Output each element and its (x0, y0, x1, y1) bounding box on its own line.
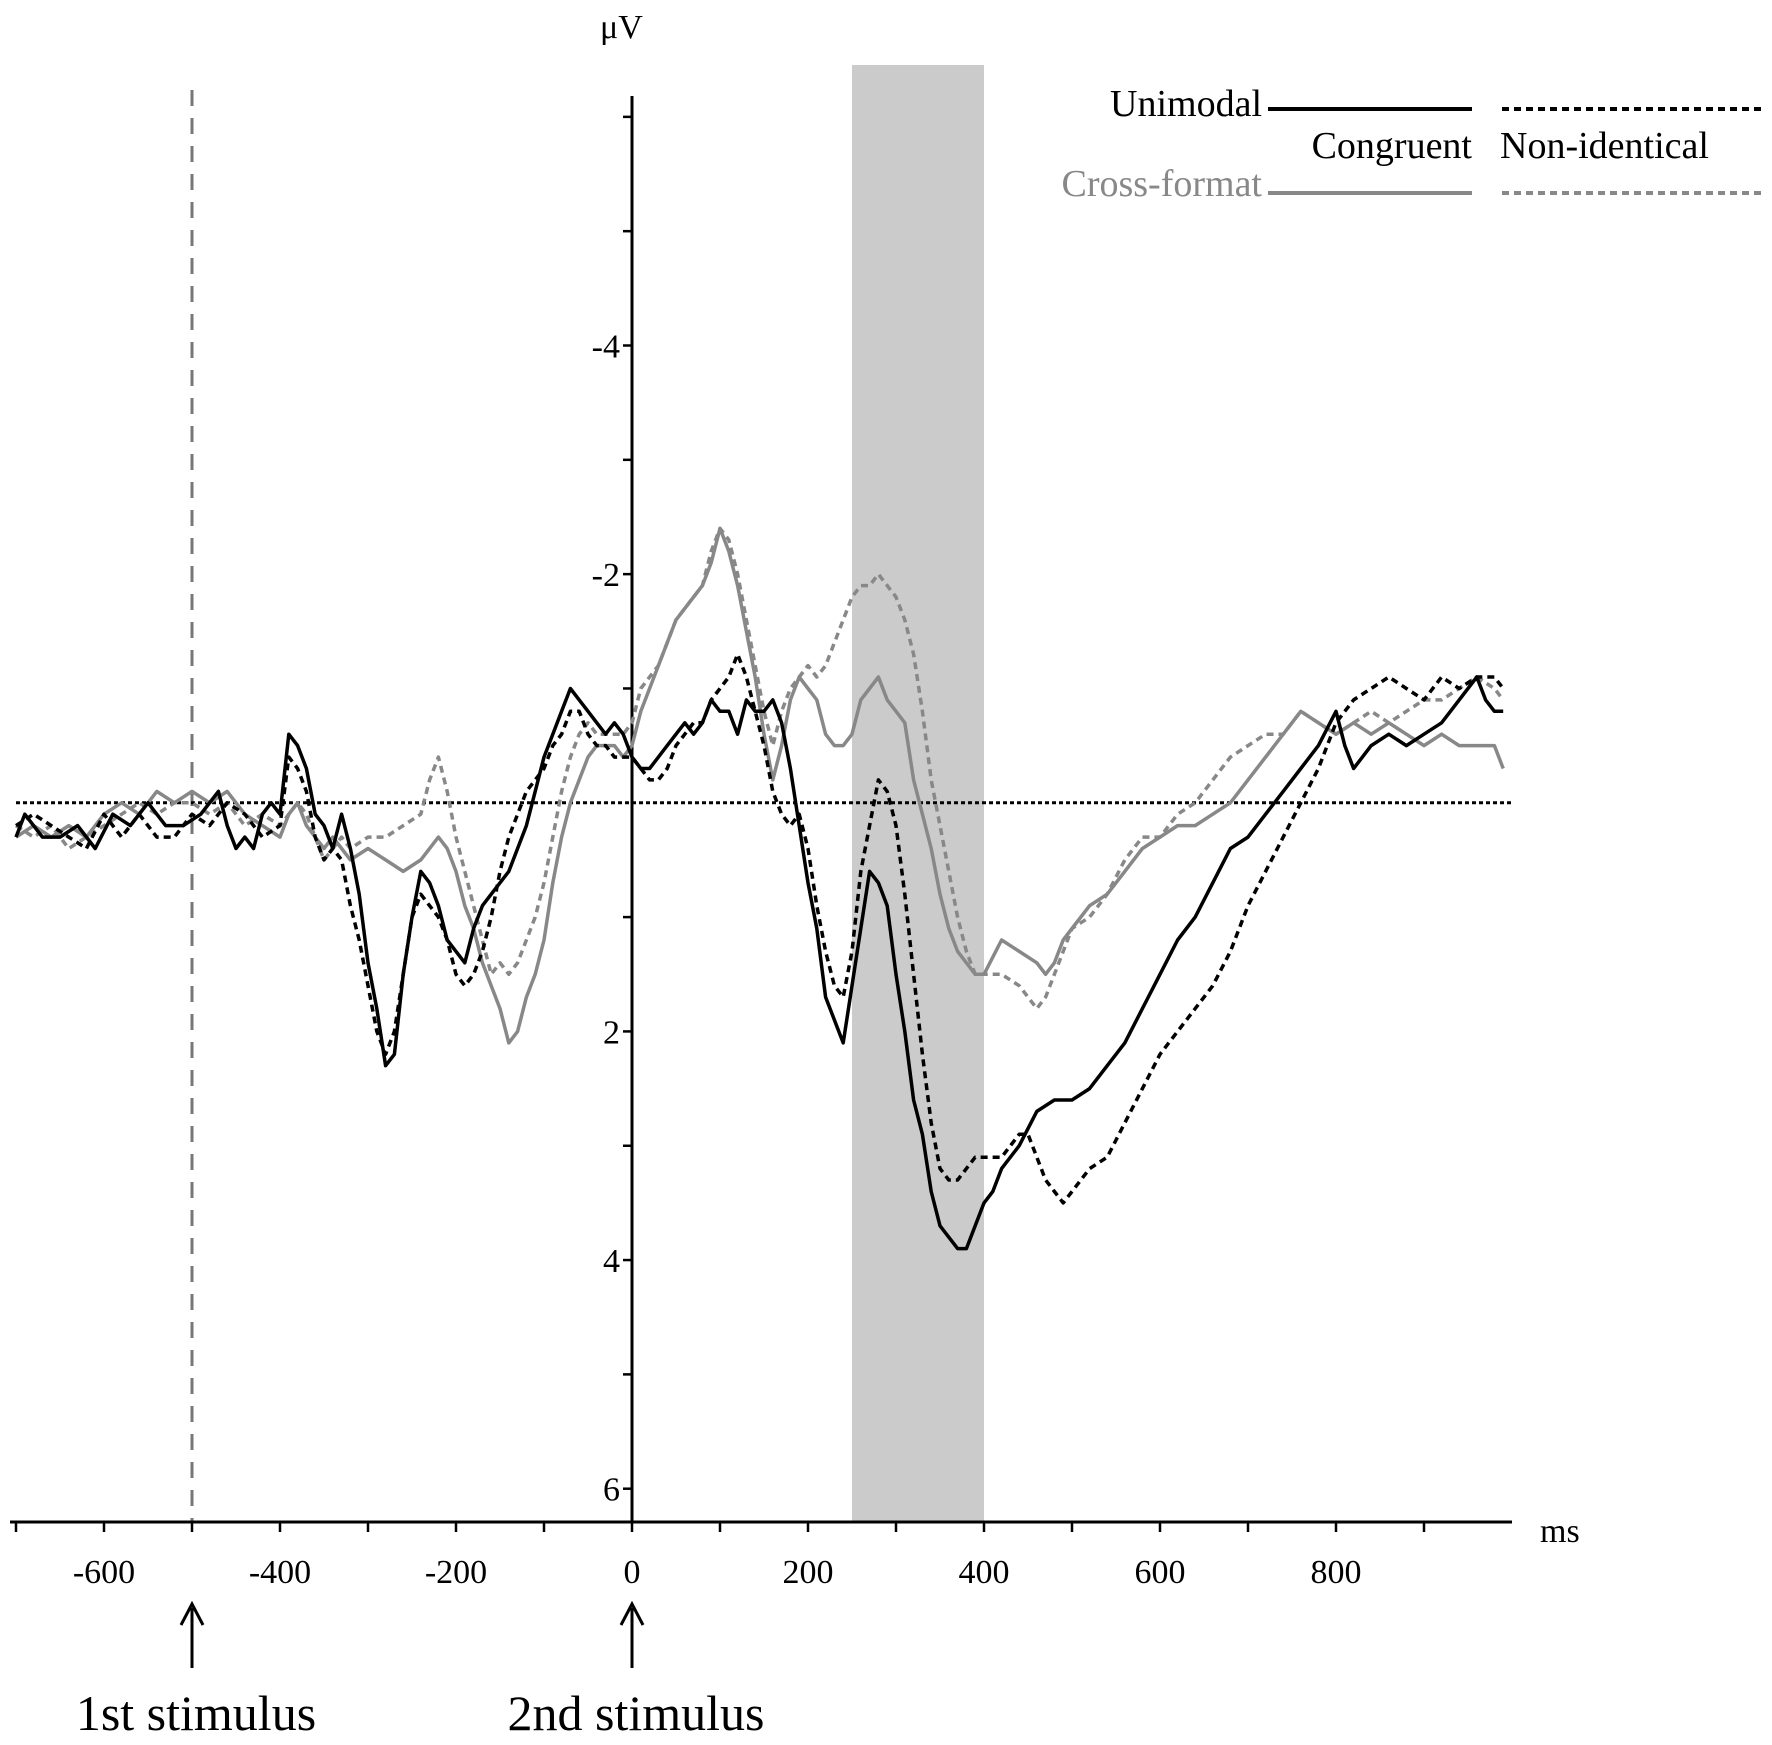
x-tick-label: 400 (959, 1554, 1010, 1591)
first-stimulus-annotation: 1st stimulus (76, 1600, 316, 1741)
x-tick-label: -400 (249, 1554, 311, 1591)
stimulus-annotations: 1st stimulus 2nd stimulus (76, 1600, 765, 1741)
second-stimulus-annotation: 2nd stimulus (508, 1600, 765, 1741)
legend-column-non-identical: Non-identical (1500, 125, 1709, 167)
x-axis-unit: ms (1540, 1513, 1580, 1550)
y-tick-label: 4 (603, 1243, 620, 1280)
x-tick-label: -200 (425, 1554, 487, 1591)
axes: -600 -400 -200 0 200 400 600 800 -4 -2 2 4 6 ms μV (10, 9, 1580, 1591)
series-line-cross-format-non-identical (15, 526, 1505, 1011)
y-tick-label: -4 (592, 329, 620, 366)
y-ticks: -4 -2 2 4 6 (592, 115, 632, 1509)
legend-row-cross-format: Cross-format (1061, 163, 1262, 205)
second-stimulus-label: 2nd stimulus (508, 1685, 765, 1741)
y-tick-label: 6 (603, 1472, 620, 1509)
series-group (14, 526, 1505, 1251)
x-tick-label: 800 (1311, 1554, 1362, 1591)
first-stimulus-label: 1st stimulus (76, 1685, 316, 1741)
series-line-cross-format-congruent (15, 526, 1505, 1045)
arrowhead-icon (179, 1600, 205, 1626)
legend: Unimodal Cross-format Congruent Non-iden… (1061, 83, 1765, 205)
x-tick-label: -600 (73, 1554, 135, 1591)
legend-row-unimodal: Unimodal (1110, 83, 1262, 125)
y-tick-label: 2 (603, 1014, 620, 1051)
arrowhead-icon (619, 1600, 645, 1626)
x-tick-label: 0 (624, 1554, 641, 1591)
legend-column-congruent: Congruent (1312, 125, 1473, 167)
x-tick-label: 600 (1135, 1554, 1186, 1591)
y-tick-label: -2 (592, 557, 620, 594)
x-ticks: -600 -400 -200 0 200 400 600 800 (14, 1522, 1426, 1591)
y-axis-unit: μV (600, 9, 643, 46)
series-line-unimodal-congruent (14, 675, 1504, 1251)
x-tick-label: 200 (783, 1554, 834, 1591)
